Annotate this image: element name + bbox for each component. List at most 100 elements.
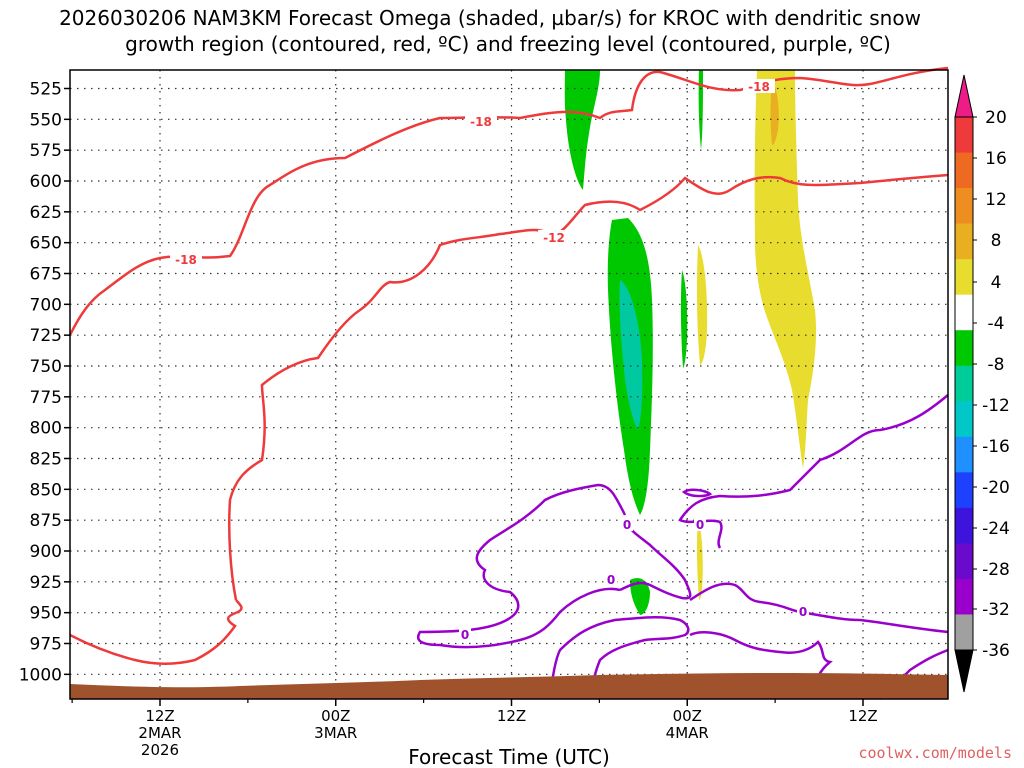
colorbar-swatch (955, 188, 973, 225)
colorbar-swatch (955, 507, 973, 544)
purple-contour-main (678, 394, 949, 549)
plot-area (70, 70, 948, 699)
omega-shade-green-upper (564, 70, 600, 190)
chart-title-line1: 2026030206 NAM3KM Forecast Omega (shaded… (59, 6, 921, 30)
contour-label-bg (538, 230, 570, 244)
purple-contour-right (689, 582, 949, 634)
colorbar-label: 12 (985, 190, 1007, 210)
y-tick-label: 725 (30, 326, 62, 346)
purple-contour-left-loop (416, 483, 627, 649)
y-tick-label: 750 (30, 357, 62, 377)
y-tick-label: 975 (30, 635, 62, 655)
x-tick-label: 2026 (141, 741, 179, 759)
colorbar-label: -32 (982, 600, 1010, 620)
colorbar-swatch (955, 472, 973, 509)
omega-shade-green-thin-upper (698, 70, 703, 150)
colorbar-label: 8 (991, 231, 1002, 251)
x-tick-label: 3MAR (314, 724, 357, 742)
colorbar-label: -4 (988, 314, 1005, 334)
contour-label-bg (743, 79, 775, 93)
omega-shade-orange-streak (770, 80, 779, 145)
colorbar-swatch (955, 614, 973, 651)
y-axis: 525 550 575 600 625 650 675 700 725 750 775 800 825 8… (19, 80, 70, 685)
omega-shade-green-low (630, 578, 650, 615)
contour-label-bg (694, 517, 706, 531)
y-tick-label: 525 (30, 80, 62, 100)
colorbar-label: 20 (985, 108, 1007, 128)
contour-label-red-m18-3: -18 (748, 80, 770, 94)
x-tick-label: 12Z (145, 707, 174, 725)
colorbar-label: -24 (982, 519, 1010, 539)
colorbar-swatch (955, 365, 973, 402)
plot-frame (69, 69, 949, 700)
x-tick-label: 12Z (497, 707, 526, 725)
credit-text: coolwx.com/models (858, 744, 1012, 762)
contour-label-bg (170, 252, 202, 266)
y-tick-label: 625 (30, 203, 62, 223)
omega-shade-green-thin-mid (680, 270, 688, 368)
contour-label-bg (465, 114, 497, 128)
contour-labels: -18 -18 -18 -12 0 0 0 0 0 (170, 79, 809, 642)
colorbar-label: 16 (985, 149, 1007, 169)
colorbar-swatch (955, 401, 973, 438)
y-tick-label: 875 (30, 511, 62, 531)
y-tick-label: 900 (30, 542, 62, 562)
colorbar: 20 16 12 8 4 -4 -8 -12 -16 -20 -24 -28 -32 -36 (954, 74, 1010, 693)
y-tick-label: 800 (30, 419, 62, 439)
contour-label-purple-0-1: 0 (461, 628, 469, 642)
omega-shading (564, 70, 817, 615)
x-tick-label: 2MAR (138, 724, 181, 742)
y-tick-label: 775 (30, 388, 62, 408)
contour-label-bg (797, 604, 809, 618)
colorbar-swatch (955, 259, 973, 296)
contour-label-purple-0-3: 0 (623, 518, 631, 532)
y-tick-label: 550 (30, 110, 62, 130)
contour-label-bg (459, 627, 471, 641)
omega-shade-yellow-low (696, 520, 703, 600)
purple-contour-mid-loop (619, 524, 692, 600)
colorbar-label: -20 (982, 478, 1010, 498)
colorbar-swatch (955, 543, 973, 580)
purple-contours (416, 394, 949, 700)
omega-shade-teal-core (619, 280, 643, 430)
colorbar-swatch (955, 223, 973, 260)
colorbar-label: -12 (982, 396, 1010, 416)
y-tick-label: 575 (30, 141, 62, 161)
y-tick-label: 825 (30, 450, 62, 470)
red-contour-m12 (228, 173, 949, 601)
colorbar-label: 4 (991, 273, 1002, 293)
contour-label-red-m18-2: -18 (470, 115, 492, 129)
colorbar-swatch (955, 117, 973, 154)
y-tick-label: 650 (30, 234, 62, 254)
contour-label-purple-0-4: 0 (696, 518, 704, 532)
y-tick-label: 1000 (19, 665, 62, 685)
y-tick-label: 950 (30, 604, 62, 624)
y-tick-label: 700 (30, 295, 62, 315)
colorbar-swatch (955, 578, 973, 615)
colorbar-swatch (955, 330, 973, 367)
x-tick-label: 12Z (848, 707, 877, 725)
omega-shade-yellow-main (754, 70, 817, 468)
omega-shade-yellow-thin (696, 245, 708, 365)
purple-contour-lower-right (689, 631, 833, 700)
colorbar-label: -16 (982, 437, 1010, 457)
colorbar-top-triangle (954, 74, 974, 118)
colorbar-bottom-triangle (954, 649, 974, 693)
y-tick-label: 675 (30, 265, 62, 285)
contour-label-red-m18-1: -18 (175, 253, 197, 267)
x-tick-label: 4MAR (666, 724, 709, 742)
x-axis-label: Forecast Time (UTC) (408, 745, 610, 768)
red-contour-m12-lower (69, 599, 243, 665)
colorbar-swatch (955, 436, 973, 473)
x-tick-label: 00Z (673, 707, 702, 725)
contour-label-bg (605, 572, 617, 586)
x-tick-label: 00Z (321, 707, 350, 725)
purple-contour-small-loop (681, 488, 713, 498)
colorbar-swatch (955, 152, 973, 189)
colorbar-label: -36 (982, 641, 1010, 661)
colorbar-label: -8 (988, 355, 1005, 375)
colorbar-label: -28 (982, 560, 1010, 580)
y-tick-label: 600 (30, 172, 62, 192)
chart-title-line2: growth region (contoured, red, ºC) and f… (125, 32, 891, 56)
